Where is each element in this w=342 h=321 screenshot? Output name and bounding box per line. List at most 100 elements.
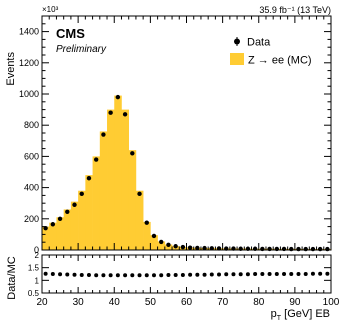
mc-bar [42,226,50,250]
ratio-point [180,273,185,278]
ratio-point [310,271,315,276]
mc-bar [56,217,64,250]
mc-bar [135,190,144,250]
ratio-point [282,272,287,276]
ratio-y-tick-label: 1 [35,276,40,285]
ratio-point [130,273,135,278]
ratio-point [144,273,149,278]
ratio-point [195,272,200,277]
ratio-point [267,272,272,276]
x-axis-label: pT [GeV] EB [271,308,330,321]
legend-data-marker [234,38,240,45]
data-point [50,222,56,227]
mc-bar [63,209,72,250]
legend-entry-mc: Z → ee (MC) [230,53,312,67]
exponent-label: ×10³ [42,5,59,14]
data-point [202,245,207,251]
mc-bar [128,150,137,250]
mc-bar [92,156,101,250]
ratio-point [238,272,243,277]
legend-entry-data: Data [234,37,271,49]
x-tick-label: 70 [217,297,229,308]
data-point [72,202,77,207]
data-point [144,220,149,225]
mc-bar [78,190,86,250]
x-tick-label: 30 [73,297,85,308]
mc-bar [107,109,115,250]
x-tick-label: 40 [109,297,121,308]
data-point [159,239,164,245]
ratio-point [72,272,77,277]
data-point [195,245,200,251]
data-point [173,244,178,249]
ratio-point [245,272,250,277]
mc-bar [164,244,173,250]
legend: Data Z → ee (MC) [230,37,312,67]
legend-data-label: Data [247,37,271,49]
data-point [325,246,330,252]
y-tick-label: 0 [34,245,39,255]
mc-bar [85,175,93,250]
ratio-point [159,273,164,278]
ratio-point [166,273,171,278]
mc-bar [49,222,57,250]
legend-mc-swatch [230,53,244,65]
ratio-point [231,272,236,277]
ratio-point [86,273,91,278]
experiment-label: CMS [56,26,85,41]
x-tick-label: 100 [323,297,340,308]
x-axis-label-rest: [GeV] EB [281,308,330,320]
ratio-y-tick-label: 0.5 [28,289,40,298]
ratio-point [58,272,63,277]
ratio-point [65,272,70,277]
data-point [86,176,92,181]
ratio-point [217,272,222,277]
ratio-point [43,271,48,276]
data-point [310,246,316,252]
data-point [130,151,135,156]
x-axis-label-sub: T [277,315,282,321]
ratio-point [123,273,128,278]
ratio-point [318,271,323,276]
ratio-point [303,272,308,276]
data-point [57,216,63,221]
ratio-point [260,272,265,276]
ratio-point [101,273,106,278]
ratio-point [224,272,229,277]
ratio-point [151,273,156,278]
ratio-y-tick-label: 2 [35,251,40,260]
data-point [180,244,186,250]
x-axis-label-main: p [271,308,277,320]
x-tick-label: 90 [289,297,301,308]
ratio-point [274,272,279,276]
y-axis-label-data-mc: Data/MC [6,256,18,299]
y-tick-label: 1000 [19,89,39,99]
y-tick-label: 800 [24,120,39,130]
main-panel: 0 200 400 600 800 1000 1200 1400 [19,15,332,255]
mc-bar [99,131,108,250]
data-point [101,132,106,137]
data-point [137,191,142,197]
status-label: Preliminary [56,44,107,55]
ratio-point [173,273,178,278]
ratio-point [209,272,214,277]
data-point [166,242,171,248]
legend-mc-label: Z → ee (MC) [248,55,312,67]
data-point [93,157,99,162]
data-point [303,246,308,252]
ratio-point [79,273,84,278]
ratio-point [108,273,113,278]
data-point [209,246,214,251]
x-tick-label: 60 [181,297,193,308]
data-point [79,191,84,197]
lumi-label: 35.9 fb⁻¹ (13 TeV) [259,5,331,15]
mc-bar [143,221,151,250]
data-point [115,94,121,100]
data-point [65,209,70,214]
ratio-point [296,272,301,276]
ratio-point [50,272,55,276]
mc-bar [114,95,122,250]
ratio-point [202,272,207,277]
ratio-point [115,273,120,278]
